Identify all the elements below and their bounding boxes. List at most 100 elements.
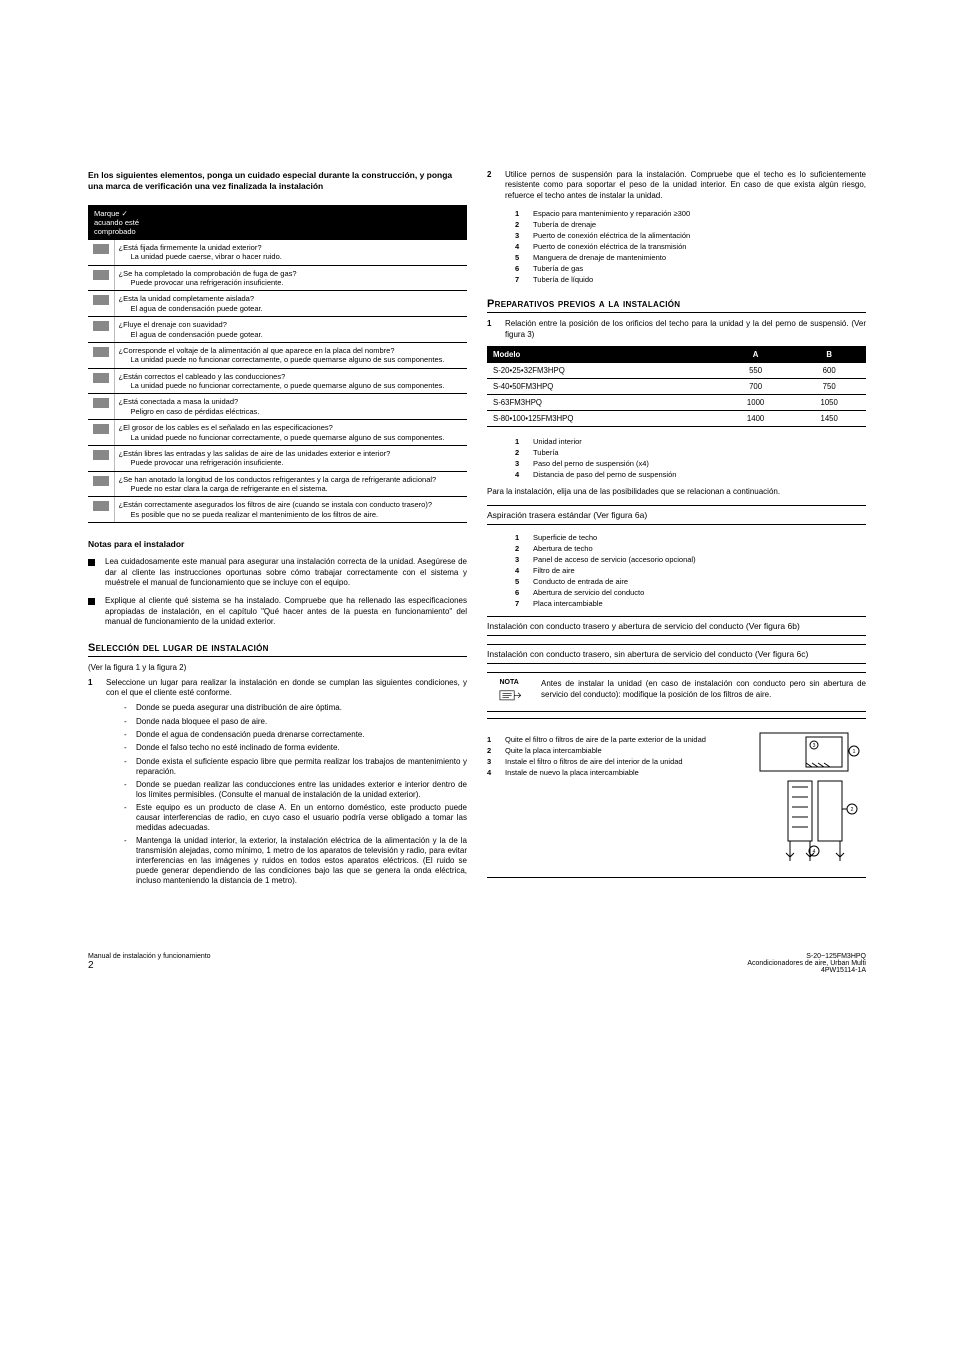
note-block: NOTA Antes de instalar la unidad (en cas… — [487, 672, 866, 712]
checklist-item: ¿Corresponde el voltaje de la alimentaci… — [114, 342, 467, 368]
legend-number: 3 — [515, 231, 533, 240]
selection-heading: Selección del lugar de instalación — [88, 642, 467, 657]
col-b-header: B — [792, 346, 866, 363]
dash-icon: - — [124, 717, 136, 727]
legend-item: Quite el filtro o filtros de aire de la … — [505, 735, 736, 744]
checklist-header: Marque ✓ acuando esté comprobado — [88, 205, 467, 240]
dash-item: Donde el falso techo no esté inclinado d… — [136, 743, 467, 753]
page-columns: En los siguientes elementos, ponga un cu… — [88, 170, 866, 893]
dash-item: Donde se puedan realizar las conduccione… — [136, 780, 467, 800]
checklist-checkbox[interactable] — [88, 240, 114, 265]
legend-item: Unidad interior — [533, 437, 866, 446]
dash-icon: - — [124, 836, 136, 886]
checklist-checkbox[interactable] — [88, 291, 114, 317]
legend-number: 3 — [487, 757, 505, 766]
legend-number: 5 — [515, 253, 533, 262]
checklist-checkbox[interactable] — [88, 317, 114, 343]
legend-number: 4 — [515, 470, 533, 479]
checklist-checkbox[interactable] — [88, 497, 114, 523]
table-row: S-80•100•125FM3HPQ14001450 — [487, 410, 866, 426]
note-label: NOTA — [487, 679, 531, 705]
legend-number: 6 — [515, 588, 533, 597]
checklist-checkbox[interactable] — [88, 471, 114, 497]
note-icon — [496, 689, 522, 703]
legend-item: Tubería de gas — [533, 264, 866, 273]
checklist-item: ¿Se ha completado la comprobación de fug… — [114, 265, 467, 291]
legend-item: Abertura de techo — [533, 544, 866, 553]
legend-number: 4 — [515, 242, 533, 251]
checklist-item: ¿Está fijada firmemente la unidad exteri… — [114, 240, 467, 265]
legend-number: 5 — [515, 577, 533, 586]
legend-number: 1 — [515, 209, 533, 218]
legend-item: Espacio para mantenimiento y reparación … — [533, 209, 866, 218]
aspiration-heading: Aspiración trasera estándar (Ver figura … — [487, 505, 866, 525]
note-text: Antes de instalar la unidad (en caso de … — [541, 679, 866, 705]
legend-number: 2 — [487, 746, 505, 755]
page-footer: Manual de instalación y funcionamiento 2… — [88, 953, 866, 974]
legend-number: 1 — [515, 533, 533, 542]
footer-right: S-20~125FM3HPQ Acondicionadores de aire,… — [747, 953, 866, 974]
checklist-item: ¿Están correctos el cableado y las condu… — [114, 368, 467, 394]
step2-list: 2 Utilice pernos de suspensión para la i… — [487, 170, 866, 201]
legend-item: Puerto de conexión eléctrica de la alime… — [533, 231, 866, 240]
dash-icon: - — [124, 757, 136, 777]
footer-left: Manual de instalación y funcionamiento 2 — [88, 953, 211, 974]
legend-number: 3 — [515, 459, 533, 468]
legend-item: Tubería — [533, 448, 866, 457]
checklist-checkbox[interactable] — [88, 342, 114, 368]
legend-item: Instale el filtro o filtros de aire del … — [505, 757, 736, 766]
svg-text:1: 1 — [853, 749, 856, 755]
step2-text: Utilice pernos de suspensión para la ins… — [505, 170, 866, 201]
dash-icon: - — [124, 730, 136, 740]
legend-item: Placa intercambiable — [533, 599, 866, 608]
prep-legend: 1Unidad interior2Tubería3Paso del perno … — [515, 437, 866, 479]
legend-number: 1 — [515, 437, 533, 446]
prep-heading: Preparativos previos a la instalación — [487, 298, 866, 313]
col-a-header: A — [719, 346, 793, 363]
legend-item: Paso del perno de suspensión (x4) — [533, 459, 866, 468]
legend-number: 7 — [515, 599, 533, 608]
checklist-checkbox[interactable] — [88, 394, 114, 420]
checklist-table: Marque ✓ acuando esté comprobado ¿Está f… — [88, 205, 467, 523]
aspiration-legend: 1Superficie de techo2Abertura de techo3P… — [515, 533, 866, 608]
legend-item: Conducto de entrada de aire — [533, 577, 866, 586]
legend-item: Tubería de drenaje — [533, 220, 866, 229]
legend-item: Superficie de techo — [533, 533, 866, 542]
right-column: 2 Utilice pernos de suspensión para la i… — [487, 170, 866, 893]
dash-icon: - — [124, 803, 136, 833]
dash-item: Este equipo es un producto de clase A. E… — [136, 803, 467, 833]
table-row: S-20•25•32FM3HPQ550600 — [487, 363, 866, 379]
checklist-checkbox[interactable] — [88, 368, 114, 394]
checklist-checkbox[interactable] — [88, 445, 114, 471]
checklist-item: ¿Están correctamente asegurados los filt… — [114, 497, 467, 523]
legend-item: Instale de nuevo la placa intercambiable — [505, 768, 736, 777]
legend-number: 4 — [487, 768, 505, 777]
dash-item: Donde el agua de condensación pueda dren… — [136, 730, 467, 740]
svg-text:3: 3 — [813, 743, 816, 749]
table-row: S-40•50FM3HPQ700750 — [487, 378, 866, 394]
selection-figure-ref: (Ver la figura 1 y la figura 2) — [88, 663, 467, 672]
legend-item: Abertura de servicio del conducto — [533, 588, 866, 597]
prep-list: 1 Relación entre la posición de los orif… — [487, 319, 866, 340]
checklist-item: ¿El grosor de los cables es el señalado … — [114, 420, 467, 446]
note-item: Lea cuidadosamente este manual para aseg… — [105, 557, 467, 588]
selection-step-1: Seleccione un lugar para realizar la ins… — [106, 678, 467, 697]
legend-item: Distancia de paso del perno de suspensió… — [533, 470, 866, 479]
checklist-checkbox[interactable] — [88, 420, 114, 446]
checklist-item: ¿Se han anotado la longitud de los condu… — [114, 471, 467, 497]
figure-row: 1 Quite el filtro o filtros de aire de la… — [487, 718, 866, 878]
dash-item: Donde se pueda asegurar una distribución… — [136, 703, 467, 713]
checklist-item: ¿Están libres las entradas y las salidas… — [114, 445, 467, 471]
dash-item: Mantenga la unidad interior, la exterior… — [136, 836, 467, 886]
selection-list: 1 Seleccione un lugar para realizar la i… — [88, 678, 467, 889]
legend-item: Quite la placa intercambiable — [505, 746, 736, 755]
list-number: 1 — [88, 678, 106, 889]
model-col-header: Modelo — [487, 346, 719, 363]
legend-item: Filtro de aire — [533, 566, 866, 575]
dash-item: Donde nada bloquee el paso de aire. — [136, 717, 467, 727]
left-column: En los siguientes elementos, ponga un cu… — [88, 170, 467, 893]
checklist-checkbox[interactable] — [88, 265, 114, 291]
dash-icon: - — [124, 743, 136, 753]
checklist-item: ¿Esta la unidad completamente aislada?El… — [114, 291, 467, 317]
legend-number: 2 — [515, 448, 533, 457]
